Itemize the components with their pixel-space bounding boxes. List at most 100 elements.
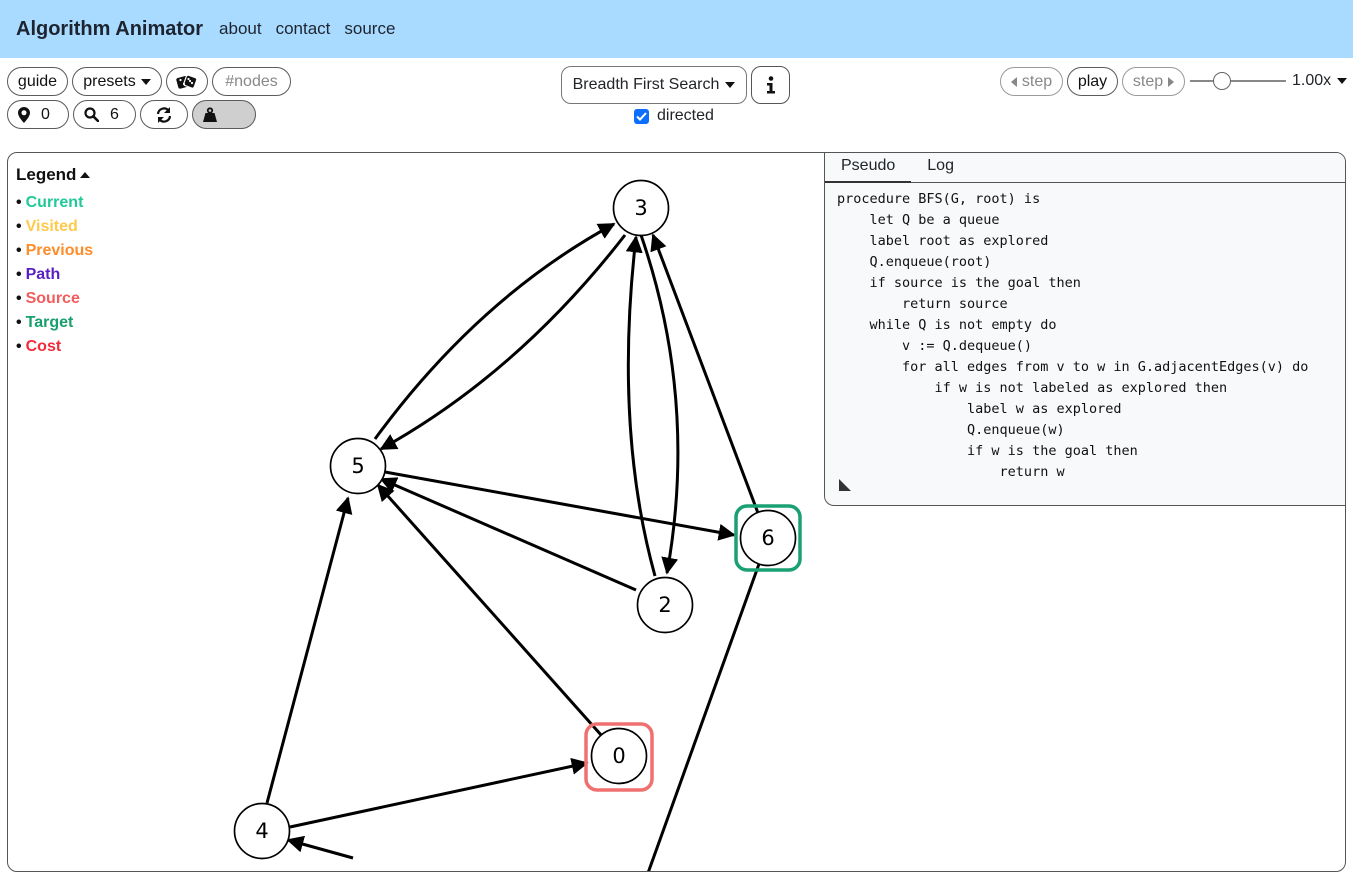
- play-button[interactable]: play: [1067, 67, 1118, 96]
- bullet-icon: •: [16, 218, 22, 235]
- edge-0-5[interactable]: [376, 483, 604, 737]
- edge-4-0[interactable]: [289, 757, 589, 829]
- speed-value: 1.00x: [1292, 72, 1332, 89]
- brand-title[interactable]: Algorithm Animator: [16, 17, 204, 40]
- node-label: 6: [761, 526, 774, 550]
- randomize-button[interactable]: [166, 67, 208, 96]
- step-back-label: step: [1021, 72, 1053, 90]
- pseudocode-line: return w: [837, 464, 1065, 480]
- graph-node-3[interactable]: 3: [612, 179, 670, 237]
- caret-left-icon: [1010, 76, 1017, 87]
- edge-2-5[interactable]: [379, 477, 637, 592]
- graph-node-6[interactable]: 6: [739, 509, 797, 567]
- step-forward-button[interactable]: step: [1122, 67, 1185, 96]
- graph-svg[interactable]: 3 5 6 2 0 4: [8, 153, 1346, 872]
- node-label: 3: [634, 196, 647, 220]
- graph-node-0[interactable]: 0: [590, 727, 648, 785]
- chevron-down-icon: [140, 78, 151, 85]
- graph-node-5[interactable]: 5: [329, 437, 387, 495]
- info-button[interactable]: [751, 66, 790, 104]
- legend-item-label: Previous: [25, 242, 94, 259]
- info-icon: [766, 76, 775, 94]
- legend-item-current: • Current: [16, 191, 93, 215]
- resize-handle-icon[interactable]: [839, 479, 851, 491]
- source-node-value: 0: [41, 105, 50, 123]
- pseudocode-panel: Pseudo Log procedure BFS(G, root) is let…: [824, 153, 1345, 506]
- nodes-count-input[interactable]: #nodes: [212, 67, 291, 96]
- algorithm-select[interactable]: Breadth First Search: [561, 66, 747, 104]
- edge-6-3[interactable]: [650, 233, 760, 514]
- edge-offscreen-4[interactable]: [286, 835, 354, 860]
- bullet-icon: •: [16, 242, 22, 259]
- edge-3-2[interactable]: [639, 234, 680, 575]
- goal-node-value: 6: [110, 105, 119, 123]
- nav-link-source[interactable]: source: [344, 19, 396, 38]
- pseudocode-line: label root as explored: [837, 233, 1049, 249]
- nav-link-contact[interactable]: contact: [275, 19, 331, 38]
- edge-5-6[interactable]: [384, 470, 736, 541]
- legend-item-label: Cost: [25, 338, 62, 355]
- speed-slider-thumb[interactable]: [1213, 72, 1232, 90]
- pseudocode-line: if w is not labeled as explored then: [837, 380, 1228, 396]
- pseudocode-line: procedure BFS(G, root) is: [837, 191, 1041, 207]
- pseudocode-line: Q.enqueue(root): [837, 254, 992, 270]
- presets-label: presets: [83, 72, 136, 90]
- pseudocode-line: Q.enqueue(w): [837, 422, 1065, 438]
- pseudocode-line: if w is the goal then: [837, 443, 1138, 459]
- edge-2-3[interactable]: [625, 235, 657, 577]
- pseudocode-line: return source: [837, 296, 1008, 312]
- refresh-icon: [156, 106, 172, 123]
- directed-option: directed: [634, 107, 714, 125]
- weighted-toggle[interactable]: [192, 100, 256, 129]
- legend-item-previous: • Previous: [16, 239, 93, 263]
- checkmark-icon: [636, 111, 647, 121]
- pseudocode-line: let Q be a queue: [837, 212, 1000, 228]
- dice-icon: [176, 74, 198, 89]
- goal-node-input[interactable]: 6: [73, 100, 136, 129]
- chevron-up-icon: [80, 172, 91, 178]
- directed-checkbox[interactable]: [634, 108, 649, 124]
- pseudocode-line: v := Q.dequeue(): [837, 338, 1033, 354]
- graph-canvas[interactable]: 3 5 6 2 0 4 Legend • Current • Visited • Prev…: [7, 152, 1346, 872]
- legend-item-label: Source: [25, 290, 80, 307]
- search-icon: [84, 107, 99, 122]
- node-label: 5: [351, 454, 364, 478]
- edge-3-5[interactable]: [379, 234, 627, 451]
- caret-right-icon: [1168, 76, 1175, 87]
- node-label: 2: [658, 593, 671, 617]
- source-node-input[interactable]: 0: [7, 100, 69, 129]
- chevron-down-icon: [1337, 78, 1348, 84]
- legend-item-label: Visited: [25, 218, 78, 235]
- legend-item-target: • Target: [16, 311, 93, 335]
- nav-link-about[interactable]: about: [219, 19, 262, 38]
- tab-pseudo[interactable]: Pseudo: [825, 153, 912, 183]
- step-forward-label: step: [1132, 72, 1164, 90]
- node-label: 4: [255, 819, 268, 843]
- legend-item-cost: • Cost: [16, 335, 93, 359]
- legend-item-visited: • Visited: [16, 215, 93, 239]
- graph-node-4[interactable]: 4: [233, 802, 291, 860]
- tab-log[interactable]: Log: [927, 157, 954, 174]
- legend: Legend • Current • Visited • Previous • Path • So…: [16, 165, 93, 359]
- target-highlight: [734, 504, 802, 572]
- legend-item-path: • Path: [16, 263, 93, 287]
- presets-dropdown[interactable]: presets: [72, 67, 162, 96]
- guide-button[interactable]: guide: [7, 67, 68, 96]
- pseudocode-line: while Q is not empty do: [837, 317, 1057, 333]
- legend-toggle[interactable]: Legend: [16, 165, 93, 185]
- panel-tabs: Pseudo Log: [825, 153, 1345, 183]
- bullet-icon: •: [16, 266, 22, 283]
- legend-item-label: Path: [25, 266, 61, 283]
- pseudocode-line: label w as explored: [837, 401, 1122, 417]
- guide-label: guide: [17, 72, 58, 90]
- reset-button[interactable]: [140, 100, 188, 129]
- edge-4-5[interactable]: [265, 496, 353, 804]
- edge-5-3[interactable]: [373, 222, 616, 440]
- nodes-count-placeholder: #nodes: [225, 72, 278, 90]
- speed-dropdown[interactable]: 1.00x: [1292, 72, 1348, 90]
- step-back-button[interactable]: step: [1000, 67, 1063, 96]
- speed-slider[interactable]: [1190, 71, 1286, 91]
- bullet-icon: •: [16, 290, 22, 307]
- edge-6-offscreen[interactable]: [647, 563, 761, 872]
- graph-node-2[interactable]: 2: [636, 576, 694, 634]
